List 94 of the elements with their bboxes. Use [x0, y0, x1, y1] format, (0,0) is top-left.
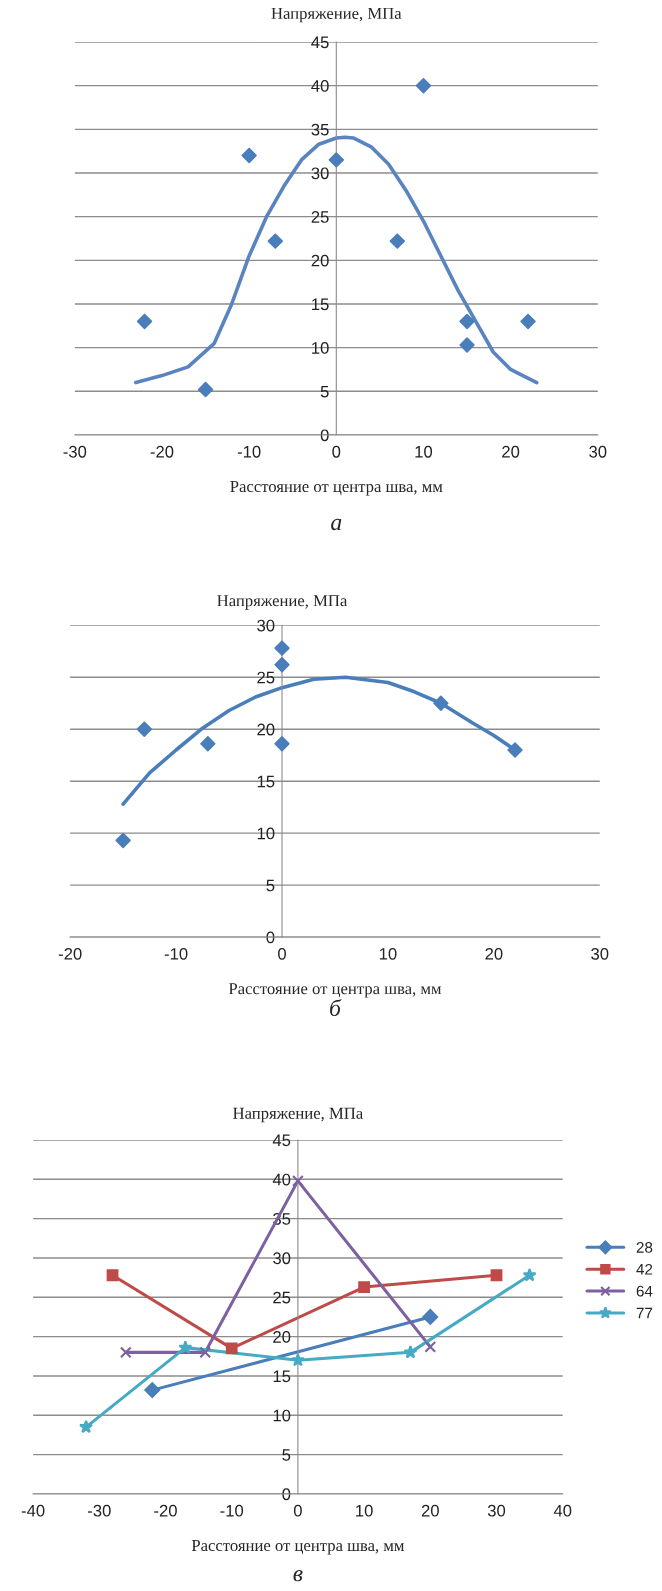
x-tick-label: 0: [293, 1504, 302, 1517]
y-axis-title: Напряжение, МПа: [233, 1107, 363, 1123]
text: б: [330, 998, 342, 1017]
point: [136, 721, 153, 737]
x-tick-label: 20: [502, 445, 520, 458]
x-axis-title: Расстояние от центра шва, мм: [228, 983, 442, 998]
text: а: [331, 518, 342, 531]
x-tick-label: 30: [589, 445, 607, 458]
point: [507, 742, 523, 758]
y-tick-label: 40: [311, 80, 329, 92]
y-tick-label: 20: [311, 254, 329, 267]
x-tick-label: 40: [553, 1504, 572, 1517]
x-tick-label: -20: [58, 947, 82, 960]
point: [274, 736, 290, 752]
x-tick-label: -20: [150, 445, 174, 458]
point: [358, 1281, 370, 1293]
point: [292, 1174, 304, 1187]
point: [522, 1267, 537, 1282]
y-tick-label: 15: [257, 775, 275, 788]
y-tick-label: 20: [273, 1331, 291, 1343]
y-tick-label: 0: [266, 931, 275, 944]
x-tick-label: -30: [88, 1504, 111, 1517]
point: [178, 1340, 193, 1354]
y-tick-label: 15: [312, 298, 329, 311]
x-tick-label: 10: [415, 445, 433, 458]
point: [520, 313, 536, 330]
y-tick-label: 20: [257, 723, 275, 736]
y-tick-label: 35: [311, 123, 329, 136]
point: [136, 313, 153, 330]
x-tick-label: 30: [591, 947, 609, 960]
point: [144, 1382, 161, 1399]
y-tick-label: 5: [266, 879, 275, 892]
y-tick-label: 5: [282, 1449, 291, 1461]
point: [290, 1352, 305, 1367]
y-tick-label: 25: [257, 671, 275, 684]
x-tick-label: 10: [379, 947, 397, 960]
point: [274, 657, 290, 673]
point: [241, 147, 257, 164]
point: [424, 1340, 437, 1353]
x-tick-label: -10: [164, 947, 188, 960]
y-tick-label: 0: [320, 429, 329, 442]
y-tick-label: 30: [257, 619, 275, 632]
y-tick-label: 40: [272, 1173, 291, 1186]
point: [119, 1346, 132, 1359]
legend-label: 77: [636, 1307, 653, 1319]
y-tick-label: 25: [273, 1291, 291, 1304]
y-tick-label: 5: [320, 385, 329, 398]
point: [490, 1269, 503, 1282]
point: [79, 1419, 94, 1434]
x-tick-label: -40: [21, 1504, 45, 1517]
point: [415, 77, 432, 94]
y-tick-label: 10: [273, 1409, 291, 1422]
point: [328, 152, 345, 168]
y-tick-label: 30: [311, 167, 329, 180]
x-tick-label: 30: [487, 1504, 506, 1517]
y-tick-label: 10: [312, 342, 329, 354]
point: [422, 1309, 439, 1325]
point: [403, 1345, 418, 1359]
x-tick-label: 0: [332, 445, 341, 458]
x-tick-label: -20: [154, 1504, 177, 1517]
y-axis-title: Напряжение, МПа: [217, 595, 348, 610]
point: [274, 640, 290, 656]
legend-label: 42: [636, 1263, 653, 1275]
point: [459, 313, 475, 330]
y-tick-label: 45: [311, 36, 329, 49]
line-series: [134, 135, 539, 385]
y-tick-label: 15: [273, 1370, 291, 1383]
y-tick-label: 10: [257, 827, 275, 840]
x-tick-label: -10: [220, 1504, 244, 1517]
x-tick-label: 20: [421, 1504, 439, 1517]
y-tick-label: 45: [272, 1134, 291, 1147]
y-tick-label: 0: [282, 1488, 291, 1501]
y-axis-title: Напряжение, МПа: [271, 7, 402, 23]
legend-label: 64: [636, 1285, 653, 1297]
y-tick-label: 25: [311, 211, 329, 223]
point: [115, 832, 131, 849]
x-tick-label: -10: [237, 445, 261, 458]
point: [197, 381, 214, 398]
x-tick-label: -30: [63, 445, 87, 458]
x-axis-title: Расстояние от центра шва, мм: [191, 1540, 405, 1555]
point: [225, 1342, 238, 1355]
point: [267, 233, 283, 249]
point: [199, 1346, 212, 1359]
legend-label: 28: [636, 1242, 653, 1253]
point: [433, 695, 449, 711]
point: [389, 233, 406, 249]
point: [459, 337, 475, 353]
text: в: [293, 1569, 303, 1582]
y-tick-label: 30: [273, 1252, 291, 1265]
x-tick-label: 20: [485, 947, 503, 960]
x-axis-title: Расстояние от центра шва, мм: [230, 481, 443, 496]
point: [106, 1269, 119, 1282]
x-tick-label: 10: [356, 1504, 373, 1517]
point: [200, 736, 216, 752]
